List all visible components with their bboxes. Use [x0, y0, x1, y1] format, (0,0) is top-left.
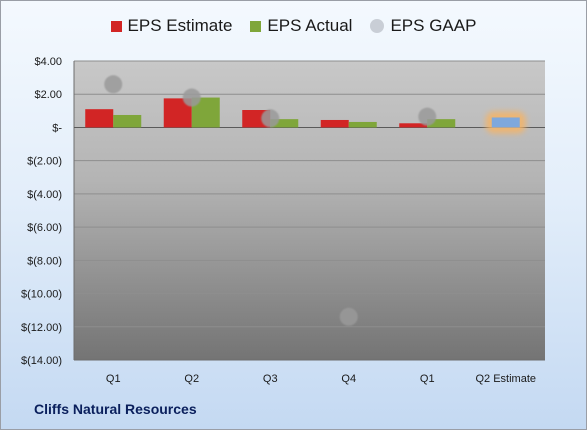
y-tick-label: $-: [52, 122, 62, 134]
legend-label-eps-gaap: EPS GAAP: [390, 16, 477, 35]
plot-area: [74, 61, 545, 360]
bar-eps-estimate: [399, 123, 428, 128]
legend-item-eps-gaap: EPS GAAP: [370, 16, 476, 36]
y-tick-label: $2.00: [34, 89, 62, 101]
x-tick-label: Q1: [106, 373, 121, 385]
x-tick-label: Q2: [184, 373, 199, 385]
legend-swatch-eps-actual: [250, 20, 262, 32]
bar-eps-actual: [348, 121, 377, 128]
bar-eps-actual: [113, 114, 142, 128]
bar-eps-actual: [270, 119, 299, 128]
point-eps-gaap: [104, 75, 123, 94]
y-tick-label: $(14.00): [21, 355, 62, 367]
bar-q2-estimate: [491, 117, 520, 128]
x-tick-label: Q2 Estimate: [475, 373, 536, 385]
legend-item-eps-actual: EPS Actual: [250, 16, 352, 36]
legend-label-eps-estimate: EPS Estimate: [127, 16, 233, 35]
legend-swatch-eps-estimate: [110, 20, 122, 32]
x-tick-label: Q1: [420, 373, 435, 385]
bar-eps-actual: [427, 119, 456, 128]
x-tick-label: Q3: [263, 373, 278, 385]
point-eps-gaap: [418, 107, 437, 126]
x-tick-label: Q4: [341, 373, 356, 385]
bar-eps-estimate: [85, 109, 114, 128]
y-tick-label: $(10.00): [21, 289, 62, 301]
company-name: Cliffs Natural Resources: [34, 401, 197, 417]
legend-label-eps-actual: EPS Actual: [267, 16, 353, 35]
y-tick-label: $(6.00): [27, 222, 62, 234]
y-tick-label: $(12.00): [21, 322, 62, 334]
y-tick-label: $(2.00): [27, 156, 62, 168]
y-tick-label: $4.00: [34, 56, 62, 68]
bar-eps-estimate: [320, 119, 349, 128]
legend-item-eps-estimate: EPS Estimate: [110, 16, 233, 36]
point-eps-gaap: [339, 307, 358, 326]
legend-swatch-eps-gaap: [370, 19, 385, 33]
y-tick-label: $(8.00): [27, 255, 62, 267]
point-eps-gaap: [261, 109, 280, 128]
y-tick-label: $(4.00): [27, 189, 62, 201]
chart-legend: EPS Estimate EPS Actual EPS GAAP: [0, 16, 587, 36]
point-eps-gaap: [182, 88, 201, 107]
